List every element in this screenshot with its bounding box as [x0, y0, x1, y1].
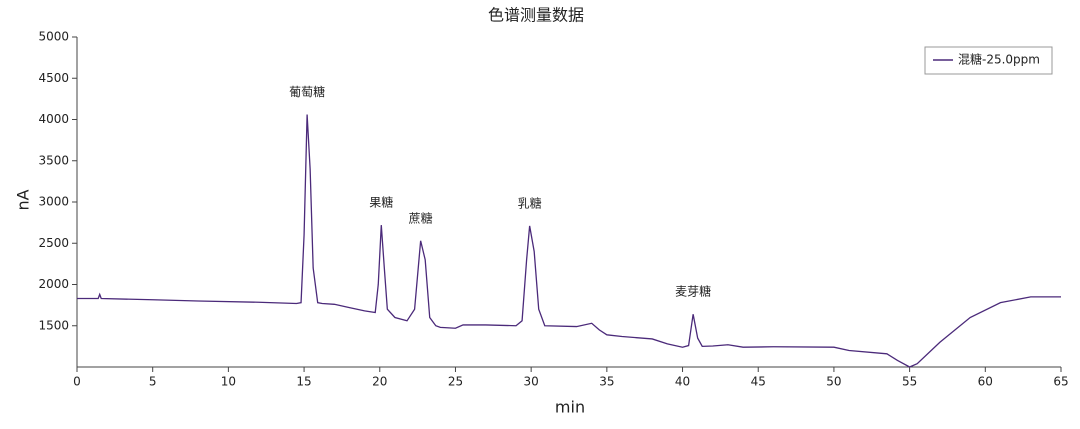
- peak-label: 麦芽糖: [675, 284, 711, 299]
- legend-label: 混糖-25.0ppm: [958, 52, 1040, 67]
- x-tick-label: 50: [826, 375, 841, 389]
- y-tick-label: 2500: [38, 236, 69, 250]
- x-tick-label: 35: [599, 375, 614, 389]
- peak-label: 葡萄糖: [289, 84, 325, 99]
- x-axis-label: min: [555, 398, 585, 417]
- x-tick-label: 40: [675, 375, 690, 389]
- y-axis-label: nA: [14, 189, 33, 210]
- x-tick-label: 65: [1053, 375, 1068, 389]
- x-tick-label: 60: [978, 375, 993, 389]
- x-tick-label: 15: [296, 375, 311, 389]
- data-line: [77, 114, 1061, 368]
- y-tick-label: 2000: [38, 277, 69, 291]
- y-tick-label: 5000: [38, 30, 69, 44]
- x-tick-label: 30: [524, 375, 539, 389]
- x-tick-label: 45: [751, 375, 766, 389]
- peak-label: 果糖: [369, 195, 393, 210]
- x-tick-label: 55: [902, 375, 917, 389]
- x-tick-label: 10: [221, 375, 236, 389]
- x-tick-label: 0: [73, 375, 81, 389]
- x-tick-label: 20: [372, 375, 387, 389]
- y-tick-label: 4000: [38, 112, 69, 126]
- peak-label: 乳糖: [518, 195, 542, 210]
- x-tick-label: 25: [448, 375, 463, 389]
- y-tick-label: 4500: [38, 71, 69, 85]
- x-tick-label: 5: [149, 375, 157, 389]
- peak-label: 蔗糖: [409, 210, 433, 225]
- chart-title: 色谱测量数据: [488, 6, 584, 25]
- y-tick-label: 3000: [38, 195, 69, 209]
- y-tick-label: 3500: [38, 153, 69, 167]
- y-tick-label: 1500: [38, 318, 69, 332]
